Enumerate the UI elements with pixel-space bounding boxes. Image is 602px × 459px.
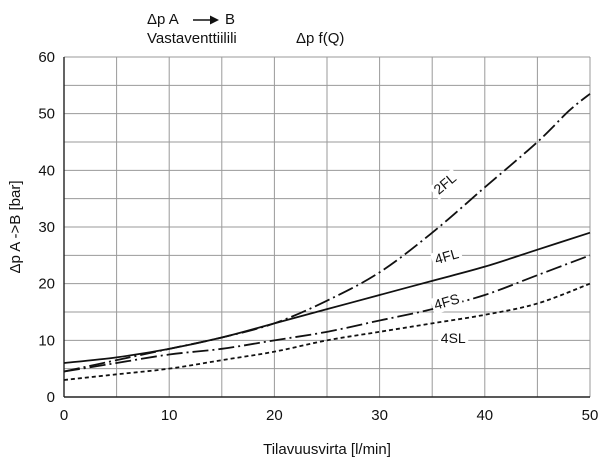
y-tick-label: 10 <box>38 332 55 349</box>
x-tick-label: 50 <box>582 407 599 424</box>
series-label-text: 4FS <box>432 290 461 312</box>
axes: 0 10 20 30 40 50 0 10 20 30 40 50 60 <box>38 49 598 424</box>
series-line-4fs <box>63 254 591 373</box>
header-line2-left: Vastaventtiilili <box>147 30 237 47</box>
series-label-background <box>430 290 464 315</box>
series-labels: 2FL 4FL 4FS 4SL <box>428 168 469 348</box>
y-tick-label: 0 <box>47 389 55 406</box>
series-lines <box>63 93 591 381</box>
y-tick-label: 30 <box>38 219 55 236</box>
y-tick-label: 60 <box>38 49 55 66</box>
series-line-4sl <box>63 282 591 381</box>
series-label-text: 4FL <box>433 245 461 267</box>
series-label-text: 4SL <box>441 330 466 346</box>
x-tick-label: 20 <box>266 407 283 424</box>
y-axis-title: Δp A ->B [bar] <box>7 181 24 274</box>
header-line1-prefix: Δp A <box>147 11 179 28</box>
series-label-4sl: 4SL <box>438 330 469 348</box>
x-tick-label: 30 <box>371 407 388 424</box>
y-tick-label: 50 <box>38 106 55 123</box>
y-tick-label: 20 <box>38 276 55 293</box>
chart-header: Δp A B Vastaventtiilili Δp f(Q) <box>147 11 344 47</box>
x-tick-label: 10 <box>161 407 178 424</box>
series-label-4fl: 4FL <box>430 245 464 269</box>
series-label-background <box>428 168 463 201</box>
right-arrow-icon <box>193 15 219 25</box>
header-line2-right: Δp f(Q) <box>296 30 344 47</box>
series-label-2fl: 2FL <box>428 168 463 201</box>
x-tick-label: 40 <box>476 407 493 424</box>
series-line-4fl <box>63 231 591 364</box>
series-label-background <box>430 245 464 269</box>
grid <box>63 56 591 398</box>
x-axis-title: Tilavuusvirta [l/min] <box>263 441 391 458</box>
x-tick-label: 0 <box>60 407 68 424</box>
header-line1-suffix: B <box>225 11 235 28</box>
series-label-background <box>438 331 469 348</box>
series-label-4fs: 4FS <box>430 290 464 315</box>
y-tick-label: 40 <box>38 162 55 179</box>
